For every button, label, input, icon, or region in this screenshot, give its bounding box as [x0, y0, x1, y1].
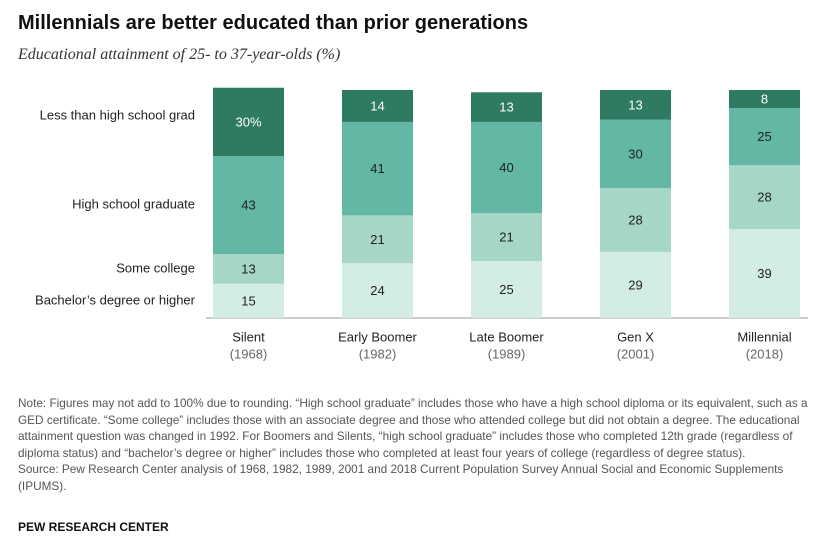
bar-segment: [213, 87, 284, 157]
value-label: 15: [241, 293, 255, 308]
bar-segment: [471, 92, 542, 122]
chart-subtitle: Educational attainment of 25- to 37-year…: [18, 46, 341, 63]
note: Note: Figures may not add to 100% due to…: [18, 396, 808, 460]
x-tick-label: Late Boomer: [469, 329, 544, 344]
value-label: 28: [757, 190, 771, 205]
bar-segment: [600, 119, 671, 189]
bar-segment: [471, 213, 542, 261]
bar-segment: [342, 121, 413, 216]
value-label: 43: [241, 198, 255, 213]
value-label: 13: [628, 97, 642, 112]
bar-segment: [729, 90, 800, 109]
x-tick-label: Millennial: [737, 329, 791, 344]
note-block: Note: Figures may not add to 100% due to…: [18, 395, 818, 494]
legend-label: Bachelor’s degree or higher: [35, 292, 196, 307]
value-label: 13: [499, 100, 513, 115]
value-label: 14: [370, 98, 384, 113]
value-label: 41: [370, 161, 384, 176]
chart: 15 Bachelor’s degree or higher 13 Some coll…: [35, 87, 808, 361]
value-label: 24: [370, 283, 384, 298]
value-label: 39: [757, 266, 771, 281]
bar-segment: [213, 283, 284, 318]
x-tick-label: Early Boomer: [338, 329, 417, 344]
bar-segment: [729, 165, 800, 230]
bar-segment: [600, 188, 671, 252]
bar-segment: [342, 263, 413, 318]
x-tick-label: Silent: [232, 329, 265, 344]
legend-label: Some college: [116, 260, 195, 275]
value-label: 8: [761, 92, 768, 107]
chart-title: Millennials are better educated than pri…: [18, 12, 529, 34]
legend-label: Less than high school grad: [40, 107, 195, 122]
bar-segment: [342, 90, 413, 122]
value-label: 40: [499, 160, 513, 175]
value-label: 28: [628, 212, 642, 227]
value-label: 21: [499, 229, 513, 244]
x-tick-sublabel: (2001): [617, 346, 655, 361]
credit: PEW RESEARCH CENTER: [18, 520, 169, 534]
bar-segment: [729, 229, 800, 318]
bar-segment: [213, 254, 284, 284]
bar-segment: [729, 108, 800, 166]
value-label: 13: [241, 261, 255, 276]
value-label: 30: [628, 146, 642, 161]
value-label: 25: [757, 129, 771, 144]
source: Source: Pew Research Center analysis of …: [18, 462, 784, 493]
bar-segment: [471, 121, 542, 214]
x-tick-label: Gen X: [617, 329, 654, 344]
x-tick-sublabel: (2018): [746, 346, 784, 361]
bar-segment: [213, 156, 284, 255]
value-label: 21: [370, 232, 384, 247]
bar-segment: [600, 90, 671, 120]
x-tick-sublabel: (1982): [359, 346, 397, 361]
bar-segment: [342, 215, 413, 264]
value-label: 30%: [235, 114, 261, 129]
x-tick-sublabel: (1989): [488, 346, 526, 361]
x-tick-sublabel: (1968): [230, 346, 268, 361]
legend-label: High school graduate: [72, 197, 195, 212]
bar-segment: [600, 251, 671, 318]
value-label: 25: [499, 282, 513, 297]
value-label: 29: [628, 277, 642, 292]
bar-segment: [471, 261, 542, 318]
